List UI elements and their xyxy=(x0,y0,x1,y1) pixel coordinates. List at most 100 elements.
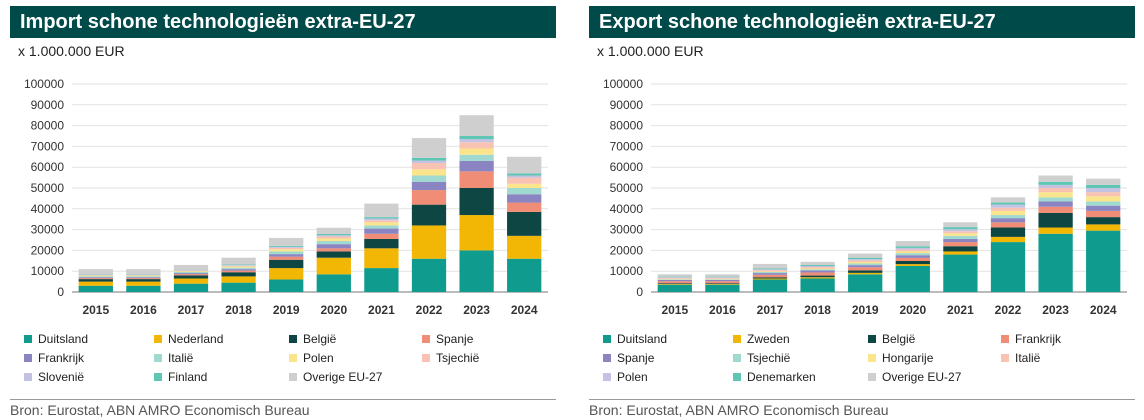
x-tick-label: 2022 xyxy=(995,303,1022,317)
y-tick-label: 80000 xyxy=(31,119,65,133)
unit-label: x 1.000.000 EUR xyxy=(597,43,704,59)
x-tick-label: 2023 xyxy=(1042,303,1069,317)
bar-segment-nederland-2018 xyxy=(221,276,256,283)
export-stacked-bar-chart: 0 10000 20000 30000 40000 50000 60000 70000 8000… xyxy=(603,77,1127,317)
bar-segment-frankrijk-2022 xyxy=(990,222,1026,228)
x-tick-label: 2016 xyxy=(709,303,736,317)
legend-label: Denemarken xyxy=(747,370,816,384)
bar-segment-polen-2019 xyxy=(269,249,304,252)
chart-title: Import schone technologieën extra-EU-27 xyxy=(10,6,556,38)
bar-segment-overige-eu-27-2017 xyxy=(752,263,788,269)
legend-label: Zweden xyxy=(747,332,790,346)
bar-segment-hongarije-2022 xyxy=(990,210,1026,216)
bar-segment-itali--2015 xyxy=(657,277,692,279)
bar-segment-overige-eu-27-2018 xyxy=(221,257,256,265)
bar-segment-polen-2023 xyxy=(459,148,494,155)
x-tick-label: 2024 xyxy=(1090,303,1117,317)
bar-segment-duitsland-2018 xyxy=(221,282,256,292)
bar-segment-sloveni--2020 xyxy=(316,235,351,237)
bar-segment-tsjechi--2015 xyxy=(657,279,692,280)
bar-segment-sloveni--2021 xyxy=(364,218,399,221)
bar-segment-belgi--2015 xyxy=(657,283,692,285)
x-tick-label: 2016 xyxy=(130,303,157,317)
bar-segment-belgi--2020 xyxy=(316,251,351,258)
bar-segment-polen-2016 xyxy=(126,275,161,277)
bar-segment-belgi--2023 xyxy=(459,188,494,216)
bar-segment-spanje-2022 xyxy=(990,218,1026,223)
bar-segment-tsjechi--2016 xyxy=(705,279,740,280)
bar-segment-denemarken-2020 xyxy=(895,246,930,248)
y-tick-label: 40000 xyxy=(610,202,644,216)
bar-segment-tsjechi--2021 xyxy=(943,235,978,239)
bar-segment-denemarken-2017 xyxy=(752,268,788,270)
bar-segment-belgi--2016 xyxy=(126,279,161,282)
bar-segment-belgi--2018 xyxy=(221,272,256,277)
bar-segment-belgi--2023 xyxy=(1038,212,1073,228)
bar-segment-denemarken-2019 xyxy=(848,257,883,260)
bar-segment-sloveni--2024 xyxy=(507,175,542,178)
legend-label: Italië xyxy=(168,351,194,365)
bar-segment-itali--2024 xyxy=(507,188,542,195)
bar-segment-tsjechi--2021 xyxy=(364,220,399,223)
bar-segment-tsjechi--2023 xyxy=(459,142,494,149)
bar-segment-frankrijk-2020 xyxy=(316,244,351,249)
export-chart-panel: Export schone technologieën extra-EU-27 … xyxy=(589,0,1144,420)
legend-item: Italië xyxy=(1001,351,1040,365)
bar-segment-frankrijk-2017 xyxy=(752,274,788,278)
y-tick-label: 60000 xyxy=(31,160,65,174)
bar-segment-tsjechi--2024 xyxy=(507,177,542,184)
bar-segment-polen-2022 xyxy=(411,169,447,176)
bar-segment-itali--2023 xyxy=(1038,188,1073,193)
legend-label: Overige EU-27 xyxy=(303,370,383,384)
bar-segment-zweden-2015 xyxy=(657,284,692,285)
bar-segment-finland-2022 xyxy=(411,157,447,161)
bar-segment-sloveni--2023 xyxy=(459,139,494,143)
bar-segment-hongarije-2017 xyxy=(752,271,788,273)
bar-segment-spanje-2023 xyxy=(459,171,494,188)
bar-segment-itali--2022 xyxy=(990,207,1026,211)
legend-swatch xyxy=(868,335,876,343)
bar-segment-belgi--2015 xyxy=(78,279,113,282)
y-tick-label: 90000 xyxy=(31,98,65,112)
legend-swatch xyxy=(733,354,741,362)
bar-segment-tsjechi--2024 xyxy=(1086,201,1121,206)
bar-segment-frankrijk-2020 xyxy=(895,257,930,262)
bar-segment-spanje-2020 xyxy=(895,255,930,258)
y-tick-label: 30000 xyxy=(31,223,65,237)
legend-item: Tsjechië xyxy=(733,351,790,365)
bar-segment-tsjechi--2019 xyxy=(848,263,883,266)
bar-segment-belgi--2024 xyxy=(1086,217,1121,225)
legend-item: Spanje xyxy=(422,332,473,346)
legend-swatch xyxy=(422,335,430,343)
bar-segment-spanje-2015 xyxy=(78,278,113,280)
legend-swatch xyxy=(422,354,430,362)
legend-label: Polen xyxy=(303,351,334,365)
bar-segment-denemarken-2021 xyxy=(943,227,978,230)
bar-segment-belgi--2017 xyxy=(752,277,788,279)
bar-segment-duitsland-2022 xyxy=(411,258,447,292)
y-tick-label: 0 xyxy=(57,285,64,299)
bar-segment-frankrijk-2015 xyxy=(657,281,692,284)
bar-segment-zweden-2018 xyxy=(800,277,835,279)
import-chart-panel: Import schone technologieën extra-EU-27 … xyxy=(10,0,565,420)
bar-segment-polen-2015 xyxy=(78,275,113,277)
y-tick-label: 30000 xyxy=(610,223,644,237)
bar-segment-frankrijk-2024 xyxy=(1086,210,1121,218)
bar-segment-polen-2017 xyxy=(173,271,209,273)
legend-label: Frankrijk xyxy=(1015,332,1062,346)
legend-swatch xyxy=(1001,335,1009,343)
y-tick-label: 70000 xyxy=(610,139,644,153)
bar-segment-itali--2020 xyxy=(316,241,351,245)
bar-segment-hongarije-2024 xyxy=(1086,196,1121,202)
bar-segment-overige-eu-27-2015 xyxy=(657,274,692,277)
bar-segment-polen-2021 xyxy=(364,222,399,226)
bar-segment-itali--2020 xyxy=(895,249,930,252)
bar-segment-tsjechi--2018 xyxy=(221,265,256,267)
bar-segment-finland-2021 xyxy=(364,217,399,219)
bar-segment-zweden-2022 xyxy=(990,236,1026,243)
x-tick-label: 2020 xyxy=(899,303,926,317)
bar-segment-tsjechi--2015 xyxy=(78,274,113,276)
legend-swatch xyxy=(733,335,741,343)
bar-segment-hongarije-2020 xyxy=(895,251,930,254)
legend-swatch xyxy=(154,354,162,362)
